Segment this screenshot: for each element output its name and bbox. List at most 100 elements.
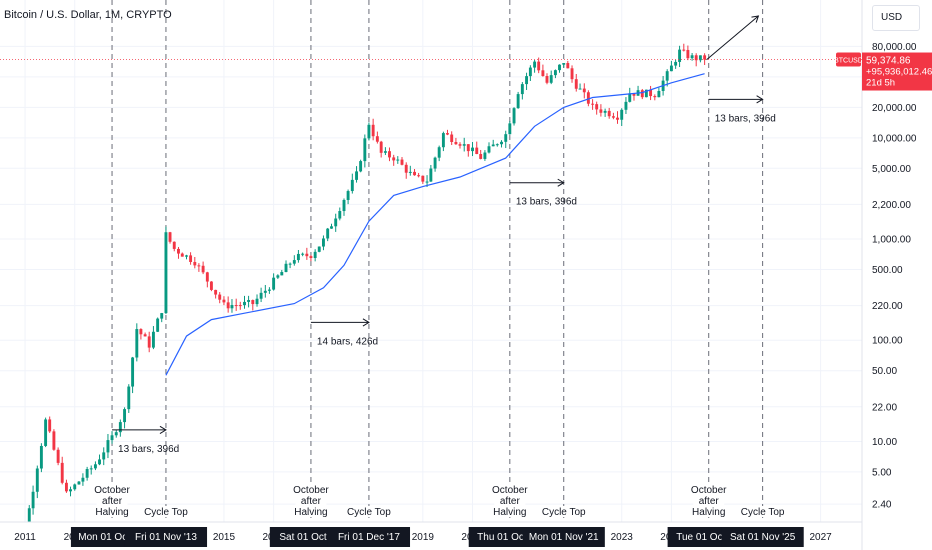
candle-body xyxy=(44,419,48,446)
candle-body xyxy=(214,289,218,295)
candle-body xyxy=(483,152,487,159)
candle-body xyxy=(342,199,346,212)
candle-body xyxy=(106,440,110,453)
candle-body xyxy=(591,103,595,105)
marker-label-bg xyxy=(687,484,730,495)
chart-title: Bitcoin / U.S. Dollar, 1M, CRYPTO xyxy=(4,9,172,21)
candle-body xyxy=(209,281,213,290)
candle-body xyxy=(292,260,296,264)
candle-body xyxy=(462,144,466,146)
candle-body xyxy=(495,144,499,146)
candle-body xyxy=(147,336,151,348)
candle-body xyxy=(674,61,678,66)
candle-body xyxy=(504,134,508,142)
vertical-marker-label: Halving xyxy=(493,507,526,518)
date-badge xyxy=(522,527,605,547)
date-badge-label: Sat 01 Nov '25 xyxy=(730,532,796,543)
symbol-badge-label: BTCUSD xyxy=(834,58,863,65)
candle-body xyxy=(558,64,561,71)
currency-button[interactable]: USD xyxy=(872,5,920,31)
candle-body xyxy=(632,93,636,96)
candle-body xyxy=(537,61,541,71)
candle-body xyxy=(201,265,205,273)
candle-body xyxy=(177,248,180,254)
price-axis[interactable]: 80,000.0040,000.0020,000.0010,000.005,00… xyxy=(861,0,917,550)
candle-body xyxy=(218,294,222,300)
candle-body xyxy=(172,241,176,249)
candle-body xyxy=(653,96,657,98)
candle-body xyxy=(417,175,421,177)
vertical-marker-label: Halving xyxy=(692,507,725,518)
candle-body xyxy=(255,298,259,305)
candle-body xyxy=(127,386,131,410)
measure-arrow-head xyxy=(159,425,167,434)
marker-label-bg xyxy=(96,495,128,506)
marker-label-bg xyxy=(91,506,133,517)
candle-body xyxy=(475,147,479,155)
candle-body xyxy=(624,101,628,110)
candle-body xyxy=(421,175,425,182)
time-axis[interactable]: 201120122015201620192020202320242027Mon … xyxy=(0,521,862,547)
candle-body xyxy=(156,318,160,332)
marker-label-bg xyxy=(687,506,730,517)
candle-body xyxy=(123,409,127,423)
candle-body xyxy=(143,334,147,337)
candle-body xyxy=(570,68,574,80)
time-tick-label: 2023 xyxy=(611,532,634,543)
candle-body xyxy=(301,253,305,255)
price-badge-change: +95,936,012.46% xyxy=(866,67,932,78)
candle-body xyxy=(168,232,172,242)
candle-body xyxy=(276,275,280,278)
vertical-marker-label: October xyxy=(94,485,130,496)
vertical-marker-label: October xyxy=(492,485,528,496)
candle-body xyxy=(367,124,371,139)
candle-body xyxy=(454,141,458,145)
vertical-marker-label: after xyxy=(301,496,322,507)
candle-body xyxy=(379,141,383,153)
candle-body xyxy=(110,435,114,441)
candle-body xyxy=(251,300,255,305)
candle-body xyxy=(247,300,251,302)
vertical-marker-label: Cycle Top xyxy=(741,507,785,518)
candle-body xyxy=(52,431,56,450)
candle-body xyxy=(326,228,330,239)
candle-body xyxy=(234,305,238,307)
candle-body xyxy=(533,61,537,68)
candle-body xyxy=(375,136,379,142)
candle-body xyxy=(644,89,648,98)
price-tick-label: 5,000.00 xyxy=(872,164,911,175)
candle-body xyxy=(628,93,632,102)
date-badge xyxy=(124,527,208,547)
candle-body xyxy=(525,76,529,85)
measure-arrow-head xyxy=(362,318,370,327)
candle-body xyxy=(230,305,234,309)
price-tick-label: 50.00 xyxy=(872,366,897,377)
candle-body xyxy=(487,146,491,153)
candle-body xyxy=(500,141,503,145)
price-tick-label: 500.00 xyxy=(872,265,903,276)
measure-arrow-label: 13 bars, 396d xyxy=(118,444,179,455)
candle-body xyxy=(657,90,661,98)
candle-body xyxy=(284,263,288,273)
candle-body xyxy=(678,49,682,62)
candle-body xyxy=(669,65,673,72)
price-badge xyxy=(862,52,932,91)
candle-body xyxy=(363,138,367,162)
candle-body xyxy=(98,459,101,465)
marker-label-bg xyxy=(342,506,396,517)
candle-body xyxy=(694,55,698,61)
candle-body xyxy=(466,144,470,152)
date-badge xyxy=(721,527,804,547)
candle-body xyxy=(263,290,267,293)
candle-body xyxy=(566,63,570,69)
candle-body xyxy=(222,299,226,303)
candle-body xyxy=(151,331,155,348)
marker-label-bg xyxy=(494,495,526,506)
candle-body xyxy=(243,301,246,306)
marker-label-bg xyxy=(139,506,193,517)
candle-body xyxy=(35,468,39,492)
vertical-marker-label: after xyxy=(699,496,720,507)
measure-arrow-label: 13 bars, 396d xyxy=(516,197,577,208)
candle-body xyxy=(450,134,454,142)
